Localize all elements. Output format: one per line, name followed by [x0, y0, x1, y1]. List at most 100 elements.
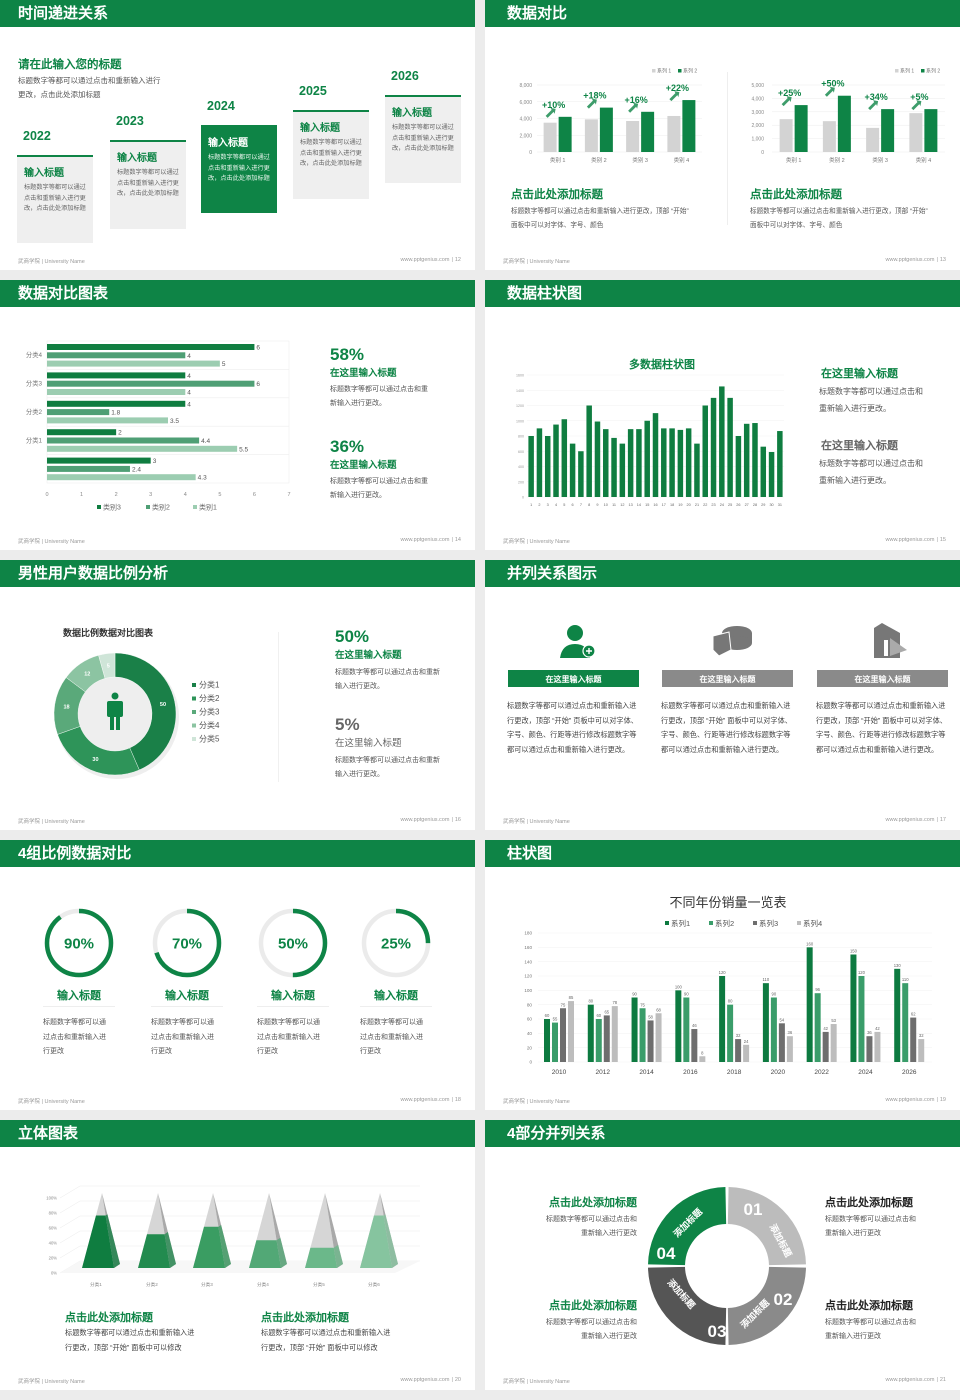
page-number: 17	[939, 817, 946, 823]
x-tick-label: 8	[588, 503, 590, 507]
card-body: 改，点击此处添加标题	[208, 175, 270, 182]
stat-value: 50%	[335, 627, 370, 646]
legend-swatch	[146, 505, 150, 509]
ring-divider	[360, 1006, 432, 1007]
legend-label: 分类4	[199, 720, 220, 730]
slide-title: 并列关系图示	[507, 565, 598, 582]
footer-right: www.pptgenius.com | 15	[884, 537, 946, 543]
card-title: 输入标题	[24, 168, 64, 179]
card-title: 输入标题	[117, 153, 157, 164]
ring-body: 过点击和重新输入进	[257, 1033, 320, 1041]
data-label: 55	[553, 1017, 558, 1022]
bar-系列4	[874, 1031, 881, 1062]
section-heading: 点击此处添加标题	[750, 189, 842, 201]
block-heading: 点击此处添加标题	[549, 1300, 637, 1312]
footer-site: www.pptgenius.com	[885, 1097, 935, 1103]
timeline-year: 2022	[23, 129, 51, 143]
x-tick-label: 30	[769, 503, 773, 507]
growth-arrow-icon	[781, 96, 792, 107]
data-label: 4	[187, 373, 191, 380]
bar-系列2	[727, 1004, 734, 1062]
data-label: 75	[561, 1002, 566, 1007]
legend-label: 类别1	[199, 503, 217, 512]
x-tick-label: 21	[695, 503, 699, 507]
bar-系列3	[778, 1023, 785, 1062]
bar-系列1	[626, 121, 640, 152]
block-heading: 点击此处添加标题	[825, 1197, 913, 1209]
x-tick-label: 4	[184, 492, 187, 498]
growth-arrow-icon	[669, 91, 680, 102]
footer-right: www.pptgenius.com | 12	[399, 257, 461, 263]
slide: 4组比例数据对比 武商学院 | University Name www.pptgen…	[0, 840, 475, 1110]
column-title-bar: 在这里输入标题	[817, 670, 948, 687]
column-bar	[578, 451, 584, 497]
data-label: 65	[604, 1009, 609, 1014]
page-number: 13	[939, 257, 946, 263]
bar-系列1	[779, 119, 793, 152]
footer-university: 武商学院 | University Name	[18, 259, 85, 265]
bar-系列2	[794, 105, 808, 152]
x-tick-label: 11	[612, 503, 616, 507]
x-tick-label: 20	[687, 503, 691, 507]
column-bar	[561, 419, 568, 497]
chart-title: 多数据柱状图	[629, 357, 695, 371]
growth-label: +5%	[910, 92, 928, 102]
page-number: 21	[939, 1377, 946, 1383]
category-label: 分类2	[26, 407, 43, 416]
y-tick-label: 2,000	[519, 133, 532, 139]
data-label: 120	[858, 970, 866, 975]
footer-right: www.pptgenius.com | 20	[399, 1377, 461, 1383]
page-number: 19	[939, 1097, 946, 1103]
slice-label: 30	[92, 757, 98, 763]
stat-title: 在这里输入标题	[335, 650, 402, 661]
category-label: 类别 4	[674, 156, 690, 164]
data-label: 85	[569, 995, 574, 1000]
horizontal-bar-chart: 6 4 5 分类4 4 6 4 分类3 4 1.8 3.5 分类2 2 4.4 5.5 分类1 3 2.4 4.3 0…	[26, 340, 291, 512]
data-label: 32	[919, 1033, 924, 1038]
ring-title: 输入标题	[271, 990, 315, 1002]
gridline	[59, 1185, 420, 1199]
data-label: 110	[902, 977, 909, 982]
column-bar	[760, 446, 767, 497]
section-body: 面板中可以对字体、字号、颜色	[750, 222, 843, 229]
data-label: 80	[588, 999, 593, 1004]
data-label: 60	[596, 1013, 601, 1018]
ring-percent: 25%	[381, 936, 411, 953]
category-label: 分类1	[26, 435, 43, 444]
page-number: 15	[939, 537, 946, 543]
stat-body: 新输入进行更改。	[330, 492, 386, 499]
data-label: 60	[545, 1013, 550, 1018]
footer-right: www.pptgenius.com | 16	[399, 817, 461, 823]
bar-类别3	[47, 344, 255, 350]
x-tick-label: 9	[596, 503, 598, 507]
gridline	[59, 1245, 420, 1259]
bar-系列2	[552, 1022, 558, 1062]
bar-类别3	[47, 372, 186, 379]
section-body: 面板中可以对字体、字号、颜色	[511, 222, 604, 229]
bar-系列2	[881, 109, 895, 152]
section-heading: 点击此处添加标题	[511, 189, 603, 201]
slide-header: 立体图表	[0, 1120, 475, 1147]
footer-separator: |	[936, 537, 938, 543]
stat-body: 标题数字等都可以通过点击和重	[330, 478, 428, 485]
x-tick-label: 19	[678, 503, 682, 507]
bar-系列1	[719, 976, 726, 1062]
y-tick-label: 0	[529, 1060, 532, 1065]
data-label: 42	[875, 1026, 880, 1031]
donut-slice	[114, 652, 177, 771]
legend-swatch	[678, 69, 682, 73]
data-label: 75	[640, 1002, 645, 1007]
data-label: 120	[719, 970, 727, 975]
donut-chart: 数据比例数据对比图表 50 30 18 12 5 分类1 分类2 分类3 分类4 分类5	[53, 627, 220, 779]
x-tick-label: 2014	[639, 1069, 654, 1076]
ring-percent: 90%	[64, 936, 94, 953]
data-label: 78	[612, 1000, 617, 1005]
slide: 时间递进关系 武商学院 | University Name www.pptgeniu…	[0, 0, 475, 270]
x-tick-label: 4	[555, 503, 557, 507]
legend-swatch	[192, 696, 196, 701]
footer-university: 武商学院 | University Name	[503, 259, 570, 265]
bar-类别2	[47, 409, 110, 416]
card-body: 改，点击此处添加标题	[24, 205, 86, 212]
